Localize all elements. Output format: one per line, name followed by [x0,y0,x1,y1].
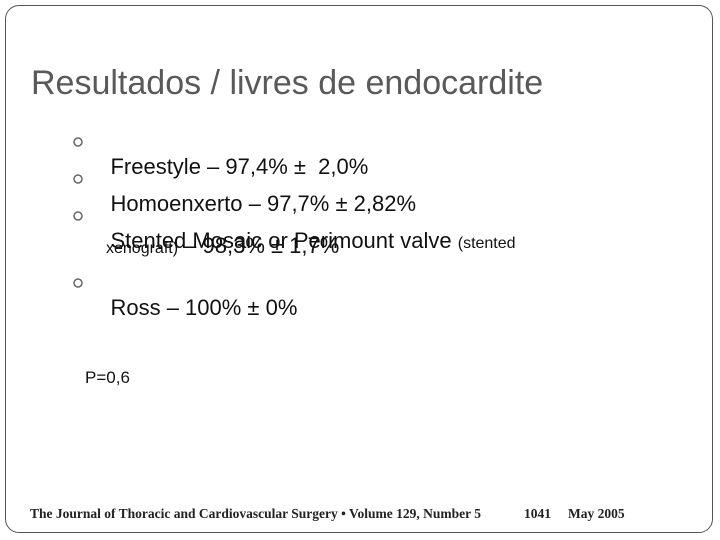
p-value: P=0,6 [85,368,130,387]
footer-citation: The Journal of Thoracic and Cardiovascul… [30,506,482,521]
bullet-continuation: xenograft) – 98,3% ± 1,7% [106,233,339,259]
bullet-note: xenograft) [106,240,179,257]
bullet-text: Ross – 100% ± 0% [110,295,298,320]
bullet: Freestyle – 97,4% ± 2,0% [73,128,369,206]
footer-date: May 2005 [568,506,625,521]
bullet-text: Freestyle – 97,4% ± 2,0% [110,154,369,179]
bullet-text: Stented Mosaic or Perimount valve [110,228,458,253]
bullet-text: – 98,3% ± 1,7% [178,233,340,258]
bullet-text: Homoenxerto – 97,7% ± 2,82% [110,191,417,216]
bullet-icon [73,174,83,184]
bullet-icon [73,211,83,221]
bullet-note: (stented [457,235,516,252]
slide-title: Resultados / livres de endocardite [31,64,544,102]
bullet: Homoenxerto – 97,7% ± 2,82% [73,165,417,243]
slide: Resultados / livres de endocardite Frees… [5,5,713,533]
bullet: Ross – 100% ± 0% [73,269,298,347]
bullet-icon [73,137,83,147]
bullet-icon [73,278,83,288]
footer-page: 1041 [524,506,551,521]
bullet: Stented Mosaic or Perimount valve (stent… [73,202,516,280]
